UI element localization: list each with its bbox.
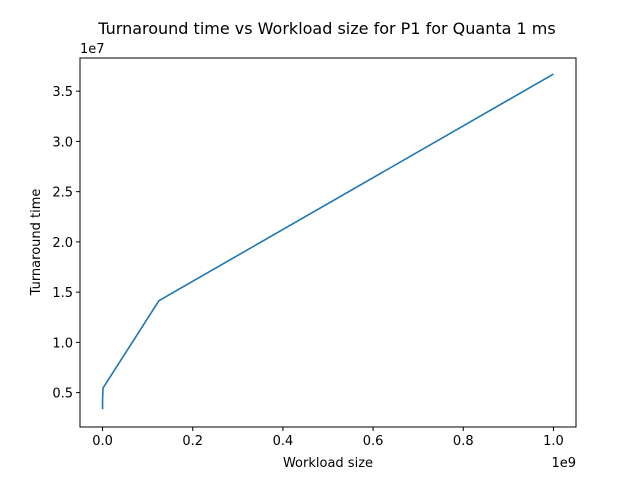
x-axis-label: Workload size: [283, 456, 373, 471]
x-tick-label: 0.6: [363, 434, 384, 449]
y-axis: 0.5 1.0 1.5 2.0 2.5 3.0 3.5: [52, 85, 80, 402]
x-tick-label: 0.4: [273, 434, 294, 449]
y-tick-label: 1.5: [52, 286, 73, 301]
y-tick-label: 0.5: [52, 387, 73, 402]
x-tick-label: 1.0: [543, 434, 564, 449]
y-tick-label: 1.0: [52, 336, 73, 351]
y-axis-label: Turnaround time: [29, 189, 44, 297]
y-tick-label: 3.5: [52, 85, 73, 100]
chart-title: Turnaround time vs Workload size for P1 …: [97, 19, 555, 38]
y-tick-label: 2.0: [52, 236, 73, 251]
plot-area: [79, 57, 577, 428]
x-offset-label: 1e9: [551, 456, 576, 471]
x-tick-label: 0.8: [453, 434, 474, 449]
x-axis: 0.0 0.2 0.4 0.6 0.8 1.0: [92, 427, 564, 449]
series-line: [101, 73, 554, 410]
x-tick-label: 0.2: [182, 434, 203, 449]
x-tick-label: 0.0: [92, 434, 113, 449]
y-tick-label: 3.0: [52, 135, 73, 150]
y-tick-label: 2.5: [52, 186, 73, 201]
y-offset-label: 1e7: [80, 42, 105, 57]
